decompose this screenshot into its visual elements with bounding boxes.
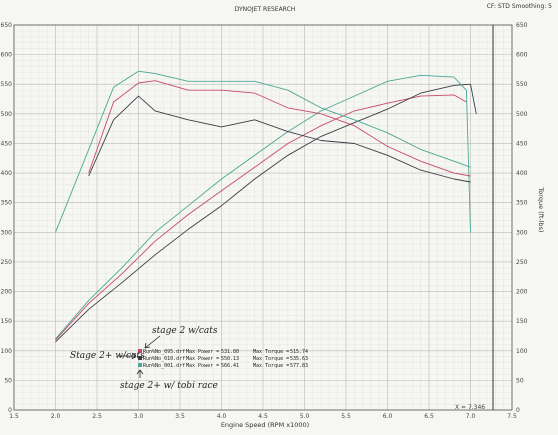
axis-ticks: 1.5 2.0 2.5 3.0 3.5 4.0 4.5 5.0 5.5 6.0 6.5 7.0 7.50… — [1, 22, 528, 420]
series-line-torque-001 — [55, 70, 471, 233]
chart-header-title: DYNOJET RESEARCH — [235, 6, 296, 13]
y-tick-label-left: 250 — [1, 259, 13, 266]
series-lines — [55, 70, 477, 343]
x-tick-label: 7.0 — [466, 413, 476, 420]
y-tick-label-left: 350 — [1, 200, 13, 207]
legend-torque-label-095: Max Torque = — [253, 349, 289, 355]
annotation-arrowhead-tobi — [136, 369, 144, 375]
x-tick-label: 6.0 — [383, 413, 393, 420]
y-tick-label-right: 50 — [516, 377, 524, 384]
chart-header-settings: CF: STD Smoothing: 5 — [487, 3, 552, 10]
x-tick-label: 6.5 — [424, 413, 434, 420]
y-tick-label-left: 650 — [1, 22, 13, 29]
legend-torque-value-095: 515.74 — [290, 349, 308, 355]
y-tick-label-left: 0 — [8, 407, 12, 414]
y-tick-label-left: 50 — [4, 377, 12, 384]
x-tick-label: 1.5 — [9, 413, 19, 420]
x-tick-label: 4.5 — [258, 413, 268, 420]
x-tick-label: 3.0 — [134, 413, 144, 420]
y-tick-label-right: 500 — [516, 111, 528, 118]
annotation-stage2plus-tobi: stage 2+ w/ tobi race — [120, 381, 218, 391]
legend-file-001: Run%No_001.drf — [143, 363, 185, 369]
x-tick-label: 5.0 — [300, 413, 310, 420]
legend-swatch-010 — [138, 356, 142, 360]
y-tick-label-left: 100 — [1, 348, 13, 355]
legend-power-value-001: 566.41 — [221, 363, 239, 369]
x-tick-label: 4.0 — [217, 413, 227, 420]
annotation-arrowhead-stage2plus — [131, 352, 137, 360]
y-tick-label-right: 650 — [516, 22, 528, 29]
x-tick-label: 7.5 — [507, 413, 517, 420]
y-tick-label-left: 400 — [1, 170, 13, 177]
legend-torque-label-001: Max Torque = — [253, 363, 289, 369]
y-tick-label-right: 0 — [516, 407, 520, 414]
series-line-power-095 — [55, 94, 467, 341]
y-tick-label-right: 550 — [516, 81, 528, 88]
y-tick-label-left: 300 — [1, 229, 13, 236]
legend-power-label-010: Max Power = — [186, 356, 219, 362]
cursor-readout: X = 7.346 — [455, 404, 485, 411]
x-tick-label: 5.5 — [341, 413, 351, 420]
y-tick-label-left: 150 — [1, 318, 13, 325]
x-tick-label: 2.0 — [51, 413, 61, 420]
handwritten-annotations: stage 2 w/cats Stage 2+ w/cats stage 2+ … — [70, 326, 218, 391]
series-line-torque-095 — [88, 80, 471, 177]
legend-power-value-010: 550.13 — [221, 356, 239, 362]
x-tick-label: 2.5 — [92, 413, 102, 420]
plot-frame — [13, 24, 513, 411]
y-tick-label-left: 600 — [1, 52, 13, 59]
y-tick-label-left: 500 — [1, 111, 13, 118]
legend-power-value-095: 531.80 — [221, 349, 239, 355]
annotation-arrowhead-stage2 — [144, 342, 151, 349]
legend-power-label-001: Max Power = — [186, 363, 219, 369]
y-tick-label-right: 150 — [516, 318, 528, 325]
y-tick-label-right: 350 — [516, 200, 528, 207]
y-tick-label-right: 450 — [516, 140, 528, 147]
y-tick-label-right: 200 — [516, 289, 528, 296]
legend: Run%No_095.drf Max Power = 531.80 Max To… — [138, 349, 308, 369]
legend-swatch-095 — [138, 349, 142, 353]
legend-file-095: Run%No_095.drf — [143, 349, 185, 355]
x-tick-label: 3.5 — [175, 413, 185, 420]
y-tick-label-left: 200 — [1, 289, 13, 296]
series-line-torque-010 — [88, 95, 471, 183]
y-axis-label-right: Torque (ft-lbs) — [537, 186, 545, 232]
series-line-power-010 — [55, 83, 477, 343]
legend-torque-value-010: 535.63 — [290, 356, 308, 362]
annotation-stage2plus-cats: Stage 2+ w/cats — [70, 351, 145, 361]
legend-power-label-095: Max Power = — [186, 349, 219, 355]
legend-file-010: Run%No_010.drf — [143, 356, 185, 362]
y-tick-label-right: 100 — [516, 348, 528, 355]
y-tick-label-right: 600 — [516, 52, 528, 59]
annotation-stage2-cats: stage 2 w/cats — [152, 326, 218, 336]
legend-swatch-001 — [138, 363, 142, 367]
y-tick-label-right: 250 — [516, 259, 528, 266]
legend-torque-label-010: Max Torque = — [253, 356, 289, 362]
y-tick-label-left: 450 — [1, 140, 13, 147]
y-tick-label-left: 550 — [1, 81, 13, 88]
y-tick-label-right: 400 — [516, 170, 528, 177]
legend-torque-value-001: 577.83 — [290, 363, 308, 369]
annotation-arrow-stage2 — [144, 335, 161, 349]
x-axis-label: Engine Speed (RPM x1000) — [221, 421, 309, 429]
y-tick-label-right: 300 — [516, 229, 528, 236]
